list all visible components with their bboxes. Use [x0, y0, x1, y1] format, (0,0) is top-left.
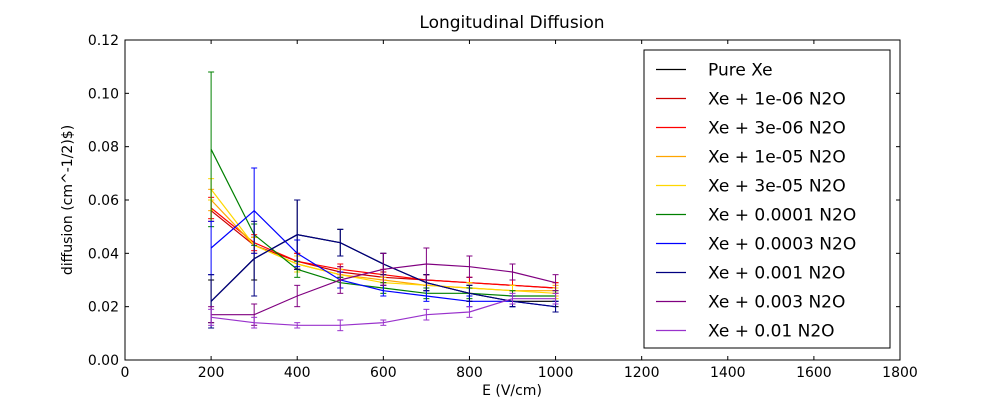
error-bar [251, 220, 258, 297]
error-bar [294, 322, 301, 329]
error-bar [466, 284, 473, 302]
error-bar [380, 319, 387, 326]
error-bar [466, 255, 473, 278]
legend-label: Xe + 3e-05 N2O [708, 177, 846, 197]
x-tick-label: 200 [198, 365, 225, 381]
legend-entry: Xe + 3e-06 N2O [656, 119, 846, 139]
legend-label: Xe + 1e-06 N2O [708, 90, 846, 110]
error-bar [509, 292, 516, 305]
legend-label: Xe + 0.0001 N2O [708, 206, 856, 226]
legend-entry: Xe + 0.003 N2O [656, 293, 845, 313]
y-tick-label: 0.10 [88, 86, 119, 102]
x-tick-label: 600 [370, 365, 397, 381]
legend-box [643, 49, 891, 349]
error-bar [251, 316, 258, 329]
series-8 [208, 247, 559, 326]
legend-entry: Pure Xe [656, 61, 773, 81]
y-tick-label: 0.00 [88, 353, 119, 369]
y-tick-label: 0.06 [88, 193, 119, 209]
y-tick-label: 0.12 [88, 33, 119, 49]
legend-label: Pure Xe [708, 61, 773, 81]
x-tick-label: 1000 [538, 365, 574, 381]
legend-label: Xe + 3e-06 N2O [708, 119, 846, 139]
x-tick-label: 1400 [710, 365, 746, 381]
y-tick-label: 0.04 [88, 246, 119, 262]
error-bar [294, 284, 301, 308]
plot-area [208, 71, 559, 332]
series-9 [208, 292, 559, 332]
error-bar [337, 228, 344, 257]
legend-label: Xe + 1e-05 N2O [708, 148, 846, 168]
legend-entry: Xe + 0.001 N2O [656, 264, 845, 284]
chart-title: Longitudinal Diffusion [419, 13, 604, 33]
error-bar [208, 308, 215, 326]
error-bar [552, 292, 559, 305]
y-axis-title: diffusion (cm^-1/2)$) [60, 125, 76, 275]
x-tick-label: 800 [456, 365, 483, 381]
error-bar [337, 319, 344, 332]
legend-entry: Xe + 3e-05 N2O [656, 177, 846, 197]
error-bar [423, 308, 430, 321]
x-axis-title: E (V/cm) [482, 383, 542, 399]
x-tick-label: 400 [284, 365, 311, 381]
legend-label: Xe + 0.003 N2O [708, 293, 845, 313]
legend-entry: Xe + 0.0001 N2O [656, 206, 856, 226]
legend-label: Xe + 0.0003 N2O [708, 235, 856, 255]
legend-label: Xe + 0.01 N2O [708, 322, 835, 342]
legend-entry: Xe + 1e-05 N2O [656, 148, 846, 168]
legend-entry: Xe + 0.01 N2O [656, 322, 835, 342]
axis-ticks: 0 200 400 600 800 1000 1200 1400 1600 1800 0.00 0.0… [88, 33, 918, 381]
y-tick-label: 0.02 [88, 300, 119, 316]
legend: Pure Xe Xe + 1e-06 N2O Xe + 3e-06 N2O Xe + … [643, 49, 891, 349]
error-bar [380, 252, 387, 286]
legend-entry: Xe + 0.0003 N2O [656, 235, 856, 255]
legend-entry: Xe + 1e-06 N2O [656, 90, 846, 110]
y-tick-label: 0.08 [88, 140, 119, 156]
error-bar [509, 263, 516, 281]
x-tick-label: 0 [121, 365, 130, 381]
legend-label: Xe + 0.001 N2O [708, 264, 845, 284]
x-tick-label: 1600 [796, 365, 832, 381]
x-tick-label: 1200 [624, 365, 660, 381]
error-bar [552, 274, 559, 292]
x-tick-label: 1800 [882, 365, 918, 381]
error-bar [466, 306, 473, 318]
error-bar [423, 247, 430, 281]
error-bar [294, 199, 301, 270]
error-bar [337, 266, 344, 294]
